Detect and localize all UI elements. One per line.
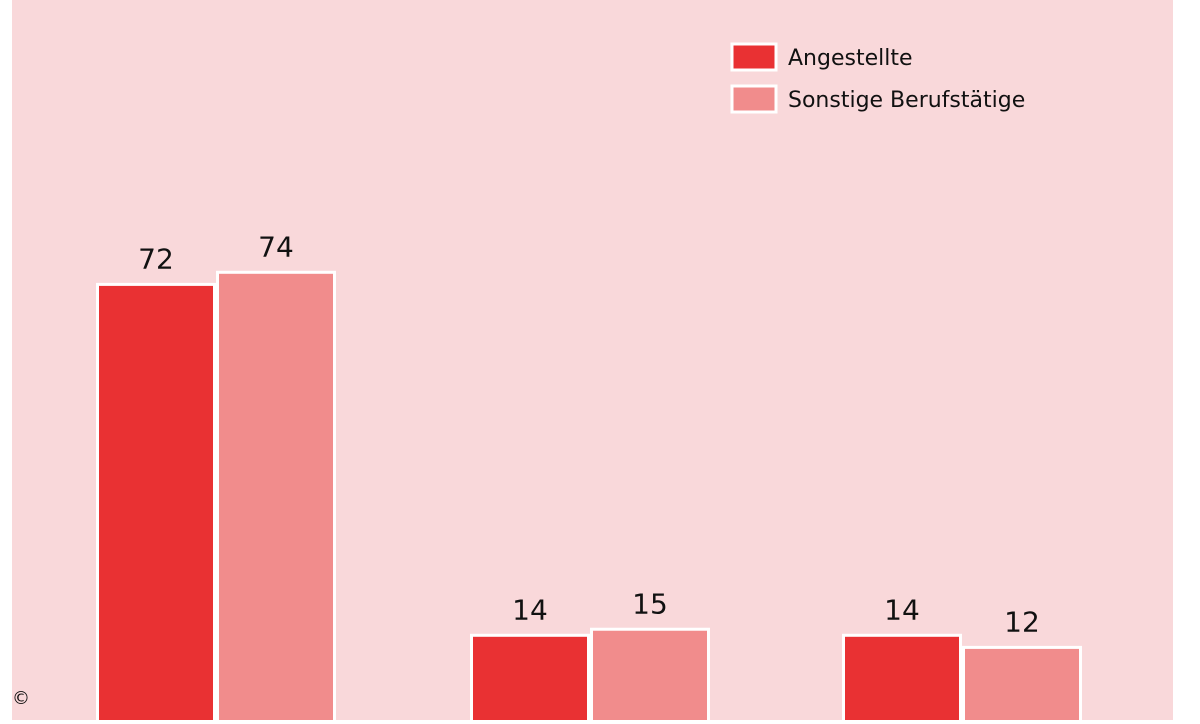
data-label-series2-cat2: 15 <box>632 587 668 620</box>
bars-group <box>96 270 1082 724</box>
legend: Angestellte Sonstige Berufstätige <box>730 42 1025 114</box>
data-label-series1-cat2: 14 <box>512 593 548 626</box>
data-label-series1-cat3: 14 <box>884 593 920 626</box>
bar-series2-cat1 <box>216 270 336 724</box>
data-label-series1-cat1: 72 <box>138 242 174 275</box>
bar-series1-cat3 <box>842 633 962 724</box>
bar-series1-cat1 <box>96 282 216 724</box>
legend-label-series1: Angestellte <box>788 46 913 71</box>
legend-swatch-series1 <box>730 42 778 72</box>
bar-series1-cat2 <box>470 633 590 724</box>
data-labels-group: 72 14 14 74 15 12 <box>138 230 1040 638</box>
legend-label-series2: Sonstige Berufstätige <box>788 88 1025 113</box>
bar-series2-cat2 <box>590 627 710 724</box>
data-label-series2-cat1: 74 <box>258 230 294 263</box>
legend-swatch-series2 <box>730 84 778 114</box>
copyright-symbol: © <box>12 688 30 709</box>
data-label-series2-cat3: 12 <box>1004 605 1040 638</box>
bar-series2-cat3 <box>962 645 1082 724</box>
